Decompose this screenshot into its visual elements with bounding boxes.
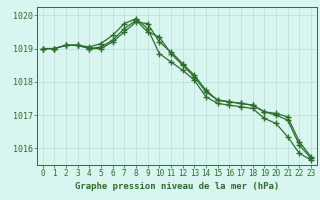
- X-axis label: Graphe pression niveau de la mer (hPa): Graphe pression niveau de la mer (hPa): [75, 182, 279, 191]
